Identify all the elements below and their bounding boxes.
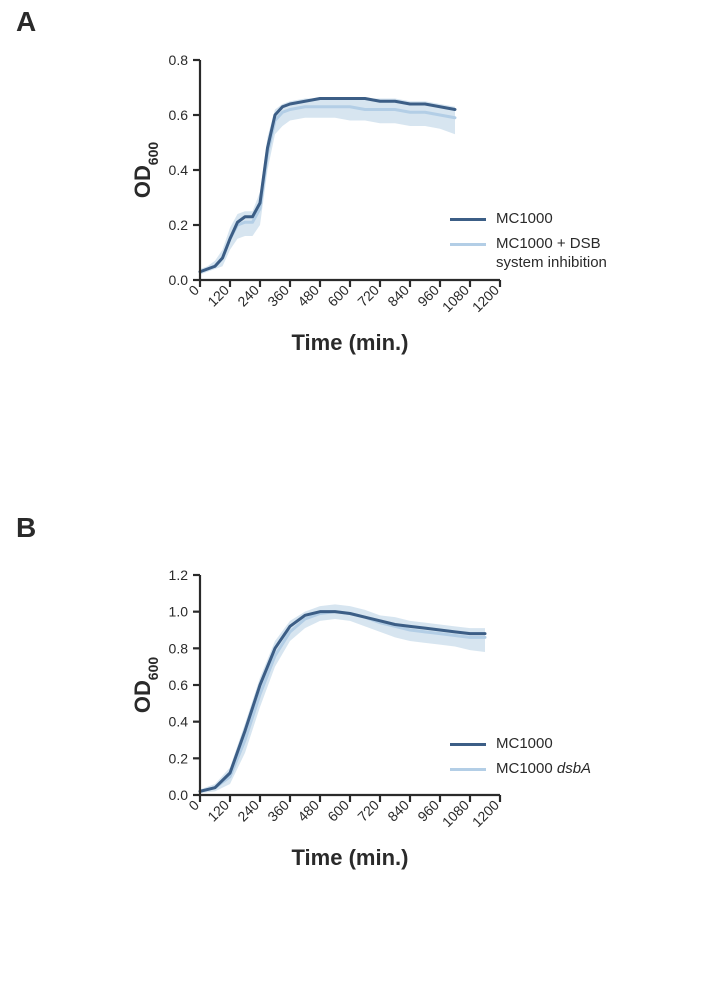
svg-text:240: 240 — [234, 282, 262, 310]
legend-item: MC1000 — [450, 735, 591, 754]
svg-text:960: 960 — [414, 797, 442, 825]
legend-label: MC1000 dsbA — [496, 760, 591, 779]
svg-text:1.2: 1.2 — [169, 567, 189, 583]
legend-item: MC1000 + DSBsystem inhibition — [450, 235, 607, 273]
legend-swatch — [450, 218, 486, 221]
legend-swatch — [450, 768, 486, 771]
svg-text:0.0: 0.0 — [169, 787, 189, 803]
svg-text:120: 120 — [204, 282, 232, 310]
legend-item: MC1000 dsbA — [450, 760, 591, 779]
svg-text:360: 360 — [264, 797, 292, 825]
svg-text:120: 120 — [204, 797, 232, 825]
svg-text:0.4: 0.4 — [169, 714, 189, 730]
svg-text:840: 840 — [384, 282, 412, 310]
svg-text:720: 720 — [354, 282, 382, 310]
svg-text:600: 600 — [324, 797, 352, 825]
svg-text:960: 960 — [414, 282, 442, 310]
svg-text:1080: 1080 — [439, 282, 472, 315]
figure-page: A 0.00.20.40.60.801202403604806007208409… — [0, 0, 720, 1002]
svg-text:0.6: 0.6 — [169, 107, 189, 123]
svg-text:240: 240 — [234, 797, 262, 825]
svg-text:1200: 1200 — [469, 282, 502, 315]
legend-label: MC1000 + DSBsystem inhibition — [496, 235, 607, 273]
legend-label: MC1000 — [496, 735, 553, 754]
svg-text:OD600: OD600 — [130, 142, 161, 199]
legend: MC1000 MC1000 dsbA — [450, 735, 591, 785]
legend-swatch — [450, 743, 486, 746]
legend-swatch — [450, 243, 486, 246]
legend-label: MC1000 — [496, 210, 553, 229]
svg-text:840: 840 — [384, 797, 412, 825]
svg-text:0.8: 0.8 — [169, 52, 189, 68]
svg-text:0.6: 0.6 — [169, 677, 189, 693]
panel-a: 0.00.20.40.60.80120240360480600720840960… — [135, 45, 535, 345]
svg-text:720: 720 — [354, 797, 382, 825]
legend-item: MC1000 — [450, 210, 607, 229]
svg-text:0.8: 0.8 — [169, 640, 189, 656]
svg-text:0.4: 0.4 — [169, 162, 189, 178]
svg-text:0.2: 0.2 — [169, 750, 189, 766]
panel-b-label: B — [16, 512, 36, 544]
svg-text:0.2: 0.2 — [169, 217, 189, 233]
svg-text:1080: 1080 — [439, 797, 472, 830]
svg-text:480: 480 — [294, 282, 322, 310]
svg-text:600: 600 — [324, 282, 352, 310]
legend: MC1000 MC1000 + DSBsystem inhibition — [450, 210, 607, 278]
panel-b: 0.00.20.40.60.81.01.20120240360480600720… — [135, 560, 535, 860]
svg-text:Time (min.): Time (min.) — [292, 330, 409, 355]
svg-text:OD600: OD600 — [130, 657, 161, 714]
svg-text:1200: 1200 — [469, 797, 502, 830]
svg-text:0.0: 0.0 — [169, 272, 189, 288]
svg-text:360: 360 — [264, 282, 292, 310]
svg-text:480: 480 — [294, 797, 322, 825]
svg-text:Time (min.): Time (min.) — [292, 845, 409, 870]
panel-a-label: A — [16, 6, 36, 38]
svg-text:1.0: 1.0 — [169, 604, 189, 620]
